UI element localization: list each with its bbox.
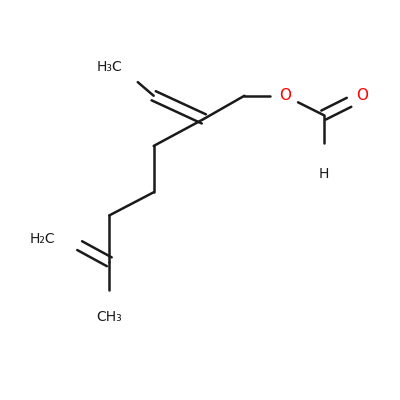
Text: H₃C: H₃C xyxy=(97,60,123,74)
Text: CH₃: CH₃ xyxy=(96,310,122,324)
Text: O: O xyxy=(279,88,291,103)
Text: H₂C: H₂C xyxy=(30,232,55,246)
Text: O: O xyxy=(356,88,368,103)
Text: H: H xyxy=(318,167,329,181)
